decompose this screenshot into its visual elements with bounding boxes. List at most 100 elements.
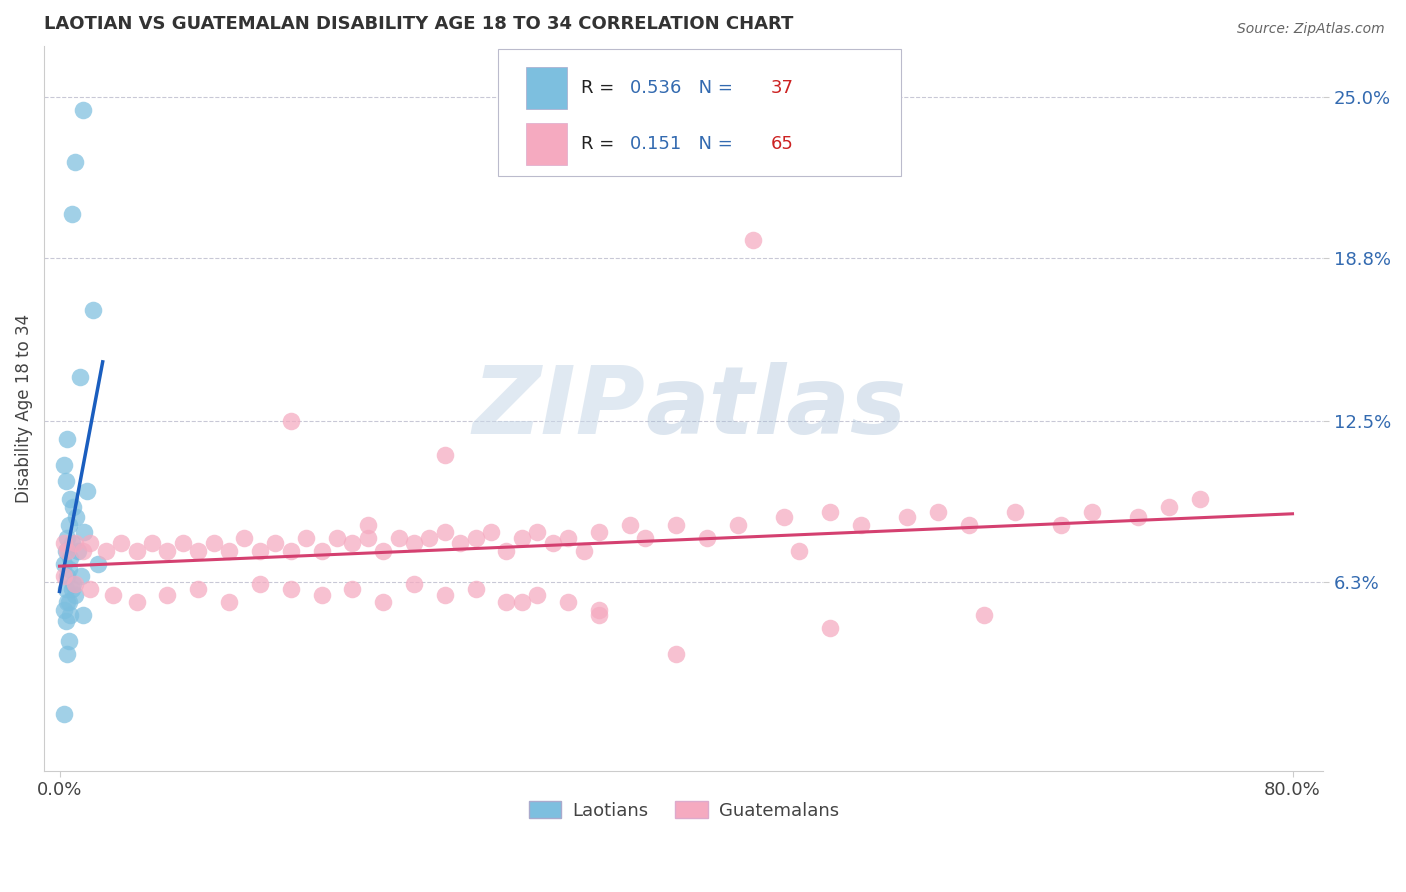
- Point: [63, 588, 86, 602]
- Point: [280, 582, 302, 597]
- Point: [742, 233, 765, 247]
- Point: [60, 582, 83, 597]
- Point: [464, 582, 486, 597]
- Point: [62, 577, 84, 591]
- Point: [56, 647, 79, 661]
- Text: 65: 65: [770, 136, 793, 153]
- Point: [249, 577, 271, 591]
- Point: [59, 491, 82, 506]
- Point: [218, 543, 240, 558]
- Point: [187, 582, 209, 597]
- Point: [433, 525, 456, 540]
- Point: [357, 531, 380, 545]
- Point: [63, 155, 86, 169]
- Point: [76, 483, 98, 498]
- Point: [53, 569, 76, 583]
- Point: [172, 536, 194, 550]
- Point: [849, 517, 872, 532]
- Point: [125, 543, 148, 558]
- Point: [53, 706, 76, 721]
- Point: [94, 543, 117, 558]
- Point: [233, 531, 256, 545]
- Point: [342, 536, 364, 550]
- Point: [56, 569, 79, 583]
- Point: [696, 531, 718, 545]
- Point: [58, 562, 80, 576]
- Point: [619, 517, 641, 532]
- Point: [311, 588, 333, 602]
- Point: [53, 557, 76, 571]
- Point: [55, 582, 77, 597]
- Point: [79, 536, 101, 550]
- Point: [588, 525, 610, 540]
- Point: [557, 595, 579, 609]
- Point: [60, 536, 83, 550]
- Point: [418, 531, 440, 545]
- Point: [433, 588, 456, 602]
- Point: [72, 103, 94, 118]
- Point: [55, 474, 77, 488]
- Point: [727, 517, 749, 532]
- Point: [156, 588, 179, 602]
- Point: [58, 634, 80, 648]
- Point: [557, 531, 579, 545]
- Text: ZIP: ZIP: [472, 362, 645, 454]
- Point: [125, 595, 148, 609]
- Point: [464, 531, 486, 545]
- Point: [56, 595, 79, 609]
- Text: LAOTIAN VS GUATEMALAN DISABILITY AGE 18 TO 34 CORRELATION CHART: LAOTIAN VS GUATEMALAN DISABILITY AGE 18 …: [44, 15, 793, 33]
- Point: [59, 608, 82, 623]
- Point: [73, 525, 96, 540]
- Point: [53, 536, 76, 550]
- Text: 0.151   N =: 0.151 N =: [630, 136, 738, 153]
- Point: [402, 536, 425, 550]
- Text: 37: 37: [770, 79, 794, 97]
- Point: [249, 543, 271, 558]
- Point: [87, 557, 110, 571]
- FancyBboxPatch shape: [498, 49, 901, 177]
- Point: [110, 536, 132, 550]
- Point: [1050, 517, 1073, 532]
- Point: [82, 302, 104, 317]
- Point: [588, 608, 610, 623]
- FancyBboxPatch shape: [526, 67, 567, 109]
- Point: [572, 543, 595, 558]
- Point: [973, 608, 995, 623]
- Point: [58, 517, 80, 532]
- Point: [927, 505, 949, 519]
- Point: [818, 505, 841, 519]
- Point: [58, 595, 80, 609]
- Point: [53, 603, 76, 617]
- Point: [588, 603, 610, 617]
- Point: [264, 536, 287, 550]
- Point: [69, 370, 91, 384]
- Point: [326, 531, 349, 545]
- Point: [1159, 500, 1181, 514]
- Point: [818, 621, 841, 635]
- Point: [495, 595, 517, 609]
- Point: [896, 510, 918, 524]
- Point: [634, 531, 657, 545]
- Point: [141, 536, 163, 550]
- Point: [342, 582, 364, 597]
- Point: [1004, 505, 1026, 519]
- Text: Source: ZipAtlas.com: Source: ZipAtlas.com: [1237, 22, 1385, 37]
- Point: [433, 448, 456, 462]
- Point: [665, 647, 688, 661]
- Point: [79, 582, 101, 597]
- Point: [311, 543, 333, 558]
- Point: [280, 543, 302, 558]
- Point: [773, 510, 796, 524]
- Point: [957, 517, 980, 532]
- Legend: Laotians, Guatemalans: Laotians, Guatemalans: [522, 794, 846, 827]
- Point: [62, 500, 84, 514]
- Point: [55, 543, 77, 558]
- Point: [202, 536, 225, 550]
- Point: [56, 432, 79, 446]
- Point: [526, 525, 548, 540]
- Point: [70, 569, 93, 583]
- Point: [55, 614, 77, 628]
- Text: R =: R =: [582, 79, 620, 97]
- Point: [59, 551, 82, 566]
- Point: [295, 531, 318, 545]
